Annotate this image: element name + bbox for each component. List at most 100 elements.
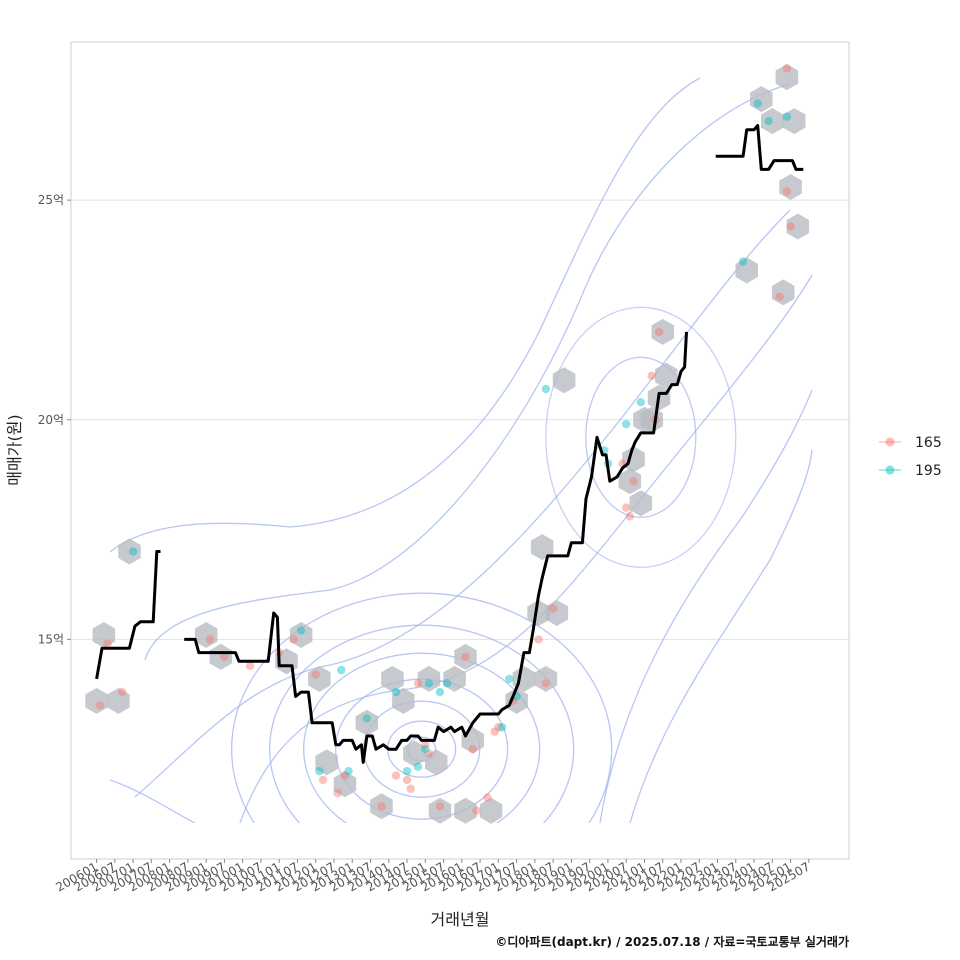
hexbin-cell: [333, 771, 357, 798]
point-165: [413, 679, 423, 688]
hexbin-cell: [479, 797, 503, 824]
point-165: [461, 652, 470, 662]
hexbin-layer: [85, 64, 810, 824]
point-165: [782, 187, 792, 196]
point-195: [505, 674, 514, 684]
hexbin-cell: [381, 665, 404, 692]
legend-label: 165: [915, 435, 942, 451]
point-195: [296, 626, 306, 635]
point-165: [483, 793, 492, 802]
hexbin-cell: [289, 622, 313, 648]
contour-ring: [585, 356, 697, 518]
x-axis: 2006012006072007012007072008012008072009…: [53, 859, 812, 895]
point-165: [377, 802, 386, 811]
hexbin-cell: [209, 643, 232, 670]
contour-ring: [545, 306, 737, 568]
point-165: [494, 723, 503, 732]
point-165: [424, 749, 434, 758]
point-165: [490, 727, 499, 736]
point-195: [344, 766, 353, 776]
hexbin-cell: [392, 687, 415, 714]
point-195: [435, 687, 445, 697]
hexbin-cell: [622, 446, 645, 473]
hexbin-cell: [735, 257, 758, 284]
contour-ring: [303, 652, 541, 823]
hexbin-cell: [786, 213, 810, 240]
point-195: [497, 723, 507, 732]
median-price-line: [95, 124, 804, 764]
point-165: [117, 687, 127, 697]
point-165: [245, 661, 255, 670]
point-195: [413, 762, 423, 771]
point-195: [443, 679, 452, 688]
point-165: [220, 652, 229, 662]
point-165: [311, 670, 320, 679]
hexbin-cell: [651, 318, 674, 345]
hexbin-cell: [505, 687, 528, 714]
hexbin-cell: [370, 793, 393, 820]
hexbin-cell: [454, 643, 477, 670]
point-165: [534, 635, 543, 644]
hexbin-cell: [425, 749, 448, 776]
hexbin-cell: [750, 86, 773, 113]
hexbin-cell: [552, 367, 576, 394]
point-165: [472, 806, 481, 815]
hexbin-cell: [761, 108, 784, 135]
point-195: [315, 766, 324, 776]
point-195: [402, 766, 412, 776]
contour-ring: [231, 592, 613, 823]
point-165: [103, 639, 112, 648]
point-165: [289, 635, 299, 644]
contour-ring: [269, 624, 575, 823]
point-165: [340, 771, 350, 780]
y-tick-label: 25억: [38, 193, 64, 207]
median-line-segment: [184, 331, 688, 764]
point-165: [406, 784, 415, 793]
hexbin-cell: [655, 362, 678, 389]
point-195: [362, 714, 372, 723]
point-165: [654, 327, 664, 337]
caption: ©디아파트(dapt.kr) / 2025.07.18 / 자료=국토교통부 실…: [495, 934, 849, 949]
point-165: [402, 775, 412, 785]
contour-line: [109, 779, 196, 823]
hexbin-cell: [618, 468, 642, 495]
hexbin-cell: [629, 490, 653, 517]
legend-label: 195: [915, 463, 942, 479]
point-195: [753, 99, 762, 108]
point-195: [738, 257, 748, 266]
hexbin-cell: [92, 622, 116, 648]
point-165: [541, 679, 551, 688]
hexbin-cell: [85, 687, 108, 714]
hexbin-cell: [783, 108, 806, 135]
point-165: [205, 635, 214, 644]
point-195: [782, 112, 792, 121]
hexbin-cell: [107, 687, 130, 714]
hexbin-cell: [545, 600, 569, 626]
plot-panel: [70, 41, 850, 860]
hexbin-cell: [530, 534, 554, 561]
y-tick-label: 15억: [38, 632, 64, 646]
contour-line: [134, 209, 791, 798]
hexbin-cell: [534, 665, 558, 692]
hexbin-cell: [355, 709, 379, 736]
contour-line: [629, 449, 813, 823]
contour-line: [599, 389, 813, 823]
point-195: [621, 419, 631, 429]
y-axis-title: 매매가(원): [5, 414, 24, 485]
point-165: [629, 477, 638, 486]
point-165: [647, 371, 656, 381]
hexbin-cell: [779, 174, 802, 200]
point-165: [782, 64, 792, 73]
legend-key-point: [885, 465, 895, 475]
x-axis-title: 거래년월: [431, 910, 490, 929]
median-line-segment: [715, 124, 804, 171]
y-axis: 15억 20억 25억: [38, 193, 71, 646]
point-165: [318, 775, 328, 785]
point-195: [636, 397, 646, 407]
hexbin-cell: [118, 538, 141, 565]
point-195: [337, 665, 346, 675]
point-195: [541, 384, 551, 394]
hexbin-cell: [428, 797, 452, 824]
hexbin-cell: [308, 665, 331, 692]
hexbin-cell: [403, 740, 426, 767]
